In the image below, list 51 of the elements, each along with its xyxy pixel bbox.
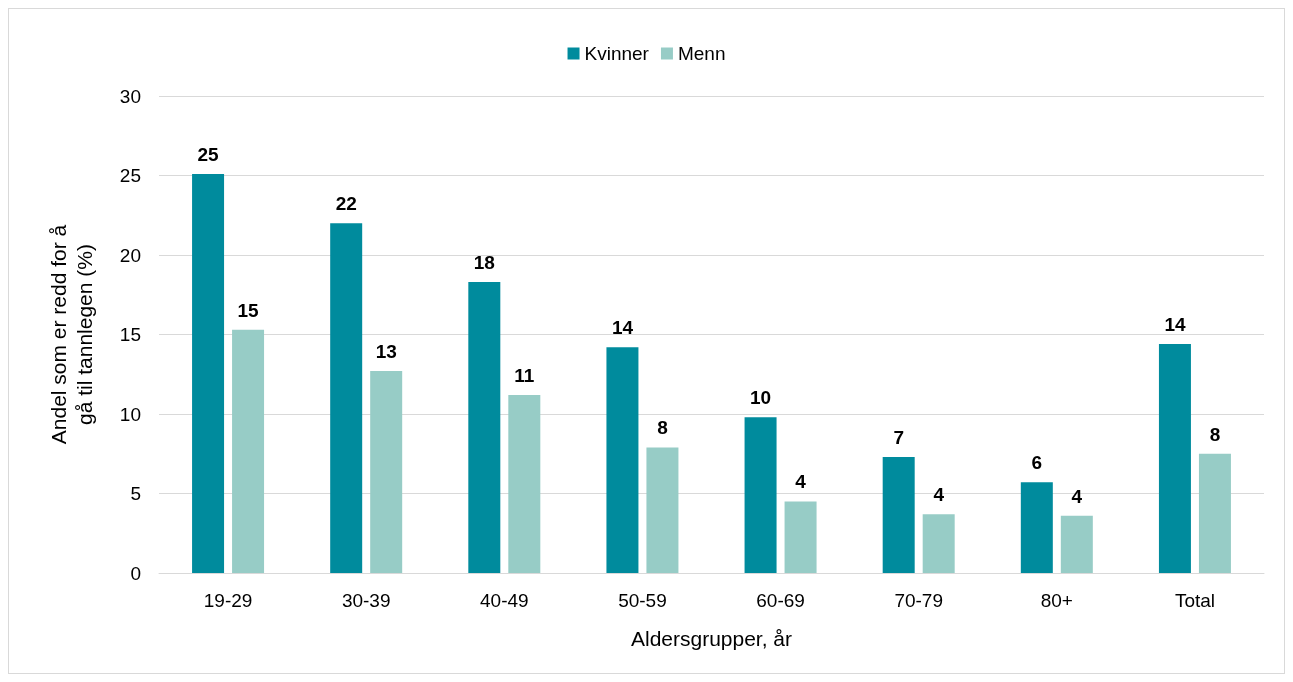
data-label: 22 — [335, 193, 357, 215]
data-label: 14 — [611, 317, 634, 339]
data-label: 4 — [795, 471, 807, 493]
x-tick-label: 60-69 — [756, 590, 805, 611]
x-axis-title: Aldersgrupper, år — [630, 627, 793, 650]
data-label: 8 — [1209, 423, 1221, 445]
x-tick-label: 30-39 — [341, 590, 391, 611]
bar — [646, 447, 679, 573]
y-tick-label: 25 — [119, 165, 141, 186]
bar — [508, 394, 541, 573]
x-tick-label: 50-59 — [618, 590, 667, 611]
data-label: 18 — [473, 252, 495, 274]
data-label: 10 — [749, 387, 772, 409]
bar — [1020, 482, 1053, 573]
data-label: 4 — [933, 484, 945, 506]
bar — [1060, 515, 1093, 573]
bar — [468, 282, 501, 573]
y-tick-label: 30 — [119, 85, 141, 107]
bar — [606, 347, 639, 573]
bar — [1198, 453, 1231, 573]
y-tick-label: 0 — [130, 562, 141, 584]
bar — [370, 371, 403, 573]
data-label: 15 — [237, 299, 260, 321]
data-label: 4 — [1071, 485, 1083, 507]
y-tick-label: 10 — [119, 403, 141, 425]
bar — [330, 223, 363, 573]
data-label: 7 — [893, 426, 904, 448]
x-tick-label: 40-49 — [480, 590, 529, 611]
data-label: 13 — [375, 341, 397, 363]
y-tick-label: 20 — [119, 244, 141, 266]
x-tick-label: 19-29 — [203, 590, 253, 611]
bar — [1158, 344, 1191, 573]
data-label: 14 — [1164, 314, 1186, 336]
y-tick-label: 5 — [130, 483, 141, 504]
legend-label: Menn — [677, 43, 726, 64]
bar — [744, 417, 777, 573]
x-tick-label: 70-79 — [894, 590, 943, 611]
data-label: 11 — [514, 364, 535, 386]
data-label: 8 — [657, 417, 668, 439]
bar — [232, 329, 265, 573]
legend-label: Kvinner — [584, 43, 650, 64]
bar — [192, 173, 225, 573]
data-label: 6 — [1031, 452, 1043, 474]
bar — [922, 514, 955, 573]
x-tick-label: Total — [1174, 590, 1216, 611]
x-tick-label: 80+ — [1040, 590, 1073, 611]
y-tick-label: 15 — [119, 324, 141, 345]
y-axis-title: Andel som er redd for å gå til tannlegen (%) — [46, 224, 96, 445]
data-label: 25 — [197, 143, 220, 165]
bar — [784, 501, 817, 573]
bar — [882, 456, 915, 573]
